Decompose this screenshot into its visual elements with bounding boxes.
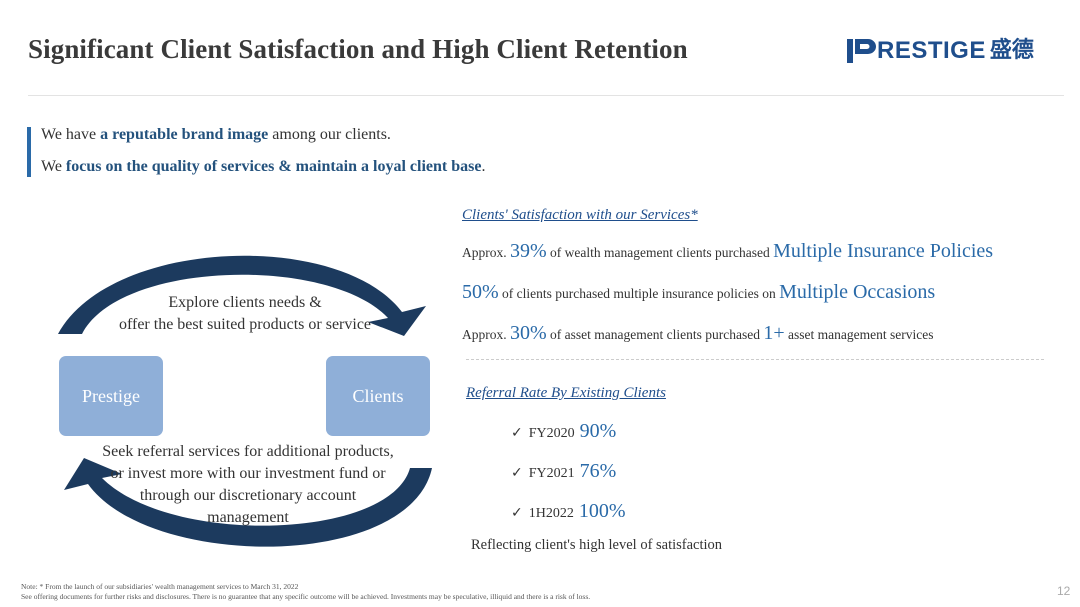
stat-value: 50% xyxy=(462,281,499,303)
footnote-launch: Note: * From the launch of our subsidiar… xyxy=(21,582,299,591)
satisfaction-heading: Clients' Satisfaction with our Services* xyxy=(462,207,698,223)
prestige-logo: RESTIGE 盛德 xyxy=(846,36,1034,66)
stat-emphasis: 1+ xyxy=(763,322,785,344)
cycle-top-text: Explore clients needs & offer the best s… xyxy=(90,292,400,336)
cycle-bottom-text-line: through our discretionary account xyxy=(139,487,357,504)
stat-suffix: asset management services xyxy=(784,327,934,342)
checkmark-icon: ✓ xyxy=(511,505,523,521)
referral-period: 1H2022 xyxy=(528,506,574,521)
stat-multiple-policies: Approx. 39% of wealth management clients… xyxy=(462,240,993,263)
intro-line-2-post: . xyxy=(481,158,486,175)
intro-line-1-post: among our clients. xyxy=(268,126,391,143)
referral-row-fy2020: ✓ FY2020 90% xyxy=(511,420,616,443)
intro-accent-bar xyxy=(27,127,31,177)
checkmark-icon: ✓ xyxy=(511,465,523,481)
stat-text: of asset management clients purchased xyxy=(546,327,764,342)
section-divider xyxy=(466,359,1044,360)
title-divider xyxy=(28,95,1064,96)
referral-row-1h2022: ✓ 1H2022 100% xyxy=(511,500,626,523)
footnote-disclaimer: See offering documents for further risks… xyxy=(21,592,591,601)
checkmark-icon: ✓ xyxy=(511,425,523,441)
cycle-bottom-text-line: or invest more with our investment fund … xyxy=(110,465,386,482)
stat-text: of clients purchased multiple insurance … xyxy=(498,286,780,301)
intro-line-2-pre: We xyxy=(41,158,66,175)
bottom-cycle-arrow-icon xyxy=(64,458,432,547)
stat-asset-management: Approx. 30% of asset management clients … xyxy=(462,322,933,345)
stat-multiple-occasions: 50% of clients purchased multiple insura… xyxy=(462,281,935,304)
top-cycle-arrow-icon xyxy=(58,255,426,336)
intro-line-brand: We have a reputable brand image among ou… xyxy=(41,126,391,144)
referral-heading: Referral Rate By Existing Clients xyxy=(466,385,666,401)
stat-value: 39% xyxy=(510,240,547,262)
cycle-bottom-text: Seek referral services for additional pr… xyxy=(78,441,418,529)
clients-box: Clients xyxy=(326,356,430,436)
intro-line-1-highlight: a reputable brand image xyxy=(100,126,269,143)
cycle-bottom-text-line: management xyxy=(207,509,289,526)
referral-value: 90% xyxy=(579,420,617,442)
stat-text: of wealth management clients purchased xyxy=(546,245,774,260)
prestige-logo-mark-icon xyxy=(847,39,876,63)
cycle-arrows xyxy=(58,255,432,547)
stat-value: 30% xyxy=(510,322,547,344)
stat-emphasis: Multiple Occasions xyxy=(779,281,936,303)
intro-line-quality: We focus on the quality of services & ma… xyxy=(41,158,485,176)
prestige-box: Prestige xyxy=(59,356,163,436)
referral-period: FY2021 xyxy=(528,466,575,481)
intro-line-2-highlight: focus on the quality of services & maint… xyxy=(65,158,482,175)
stat-prefix: Approx. xyxy=(462,245,510,260)
cycle-top-text-line: Explore clients needs & xyxy=(168,294,322,311)
referral-conclusion: Reflecting client's high level of satisf… xyxy=(471,537,723,553)
cycle-bottom-text-line: Seek referral services for additional pr… xyxy=(102,443,394,460)
stat-emphasis: Multiple Insurance Policies xyxy=(773,240,994,262)
referral-value: 76% xyxy=(579,460,617,482)
referral-period: FY2020 xyxy=(528,426,575,441)
cycle-top-text-line: offer the best suited products or servic… xyxy=(118,316,372,333)
stat-prefix: Approx. xyxy=(462,327,510,342)
page-title: Significant Client Satisfaction and High… xyxy=(28,34,688,64)
intro-line-1-pre: We have xyxy=(41,126,101,143)
logo-wordmark: RESTIGE xyxy=(877,37,986,64)
page-number: 12 xyxy=(1057,584,1071,598)
referral-value: 100% xyxy=(578,500,626,522)
referral-row-fy2021: ✓ FY2021 76% xyxy=(511,460,616,483)
logo-chinese-name: 盛德 xyxy=(989,38,1034,63)
